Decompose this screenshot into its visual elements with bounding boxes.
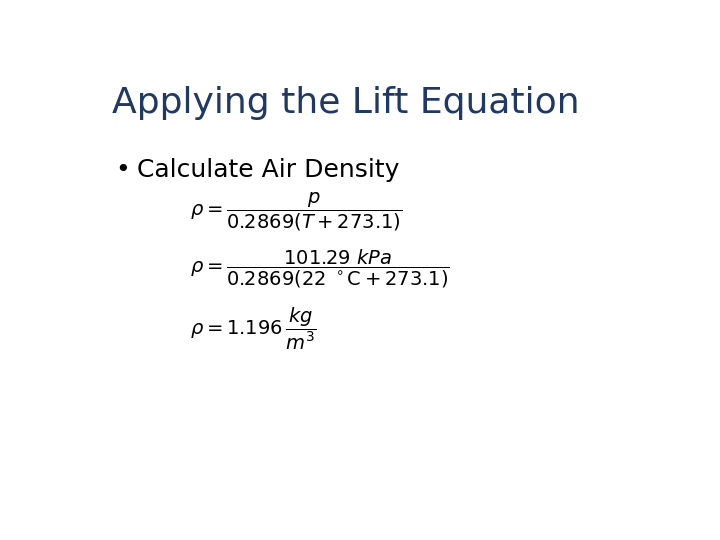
Text: $\rho = 1.196\,\dfrac{\mathit{kg}}{\mathit{m}^3}$: $\rho = 1.196\,\dfrac{\mathit{kg}}{\math…: [190, 306, 317, 352]
Text: Calculate Air Density: Calculate Air Density: [138, 158, 400, 183]
Text: $\rho = \dfrac{p}{0.2869(T + 273.1)}$: $\rho = \dfrac{p}{0.2869(T + 273.1)}$: [190, 191, 402, 233]
Text: Applying the Lift Equation: Applying the Lift Equation: [112, 85, 580, 119]
Text: •: •: [115, 158, 130, 183]
Text: $\rho = \dfrac{101.29\ \mathit{kPa}}{0.2869(22\ \mathrm{^\circ C} + 273.1)}$: $\rho = \dfrac{101.29\ \mathit{kPa}}{0.2…: [190, 247, 450, 289]
